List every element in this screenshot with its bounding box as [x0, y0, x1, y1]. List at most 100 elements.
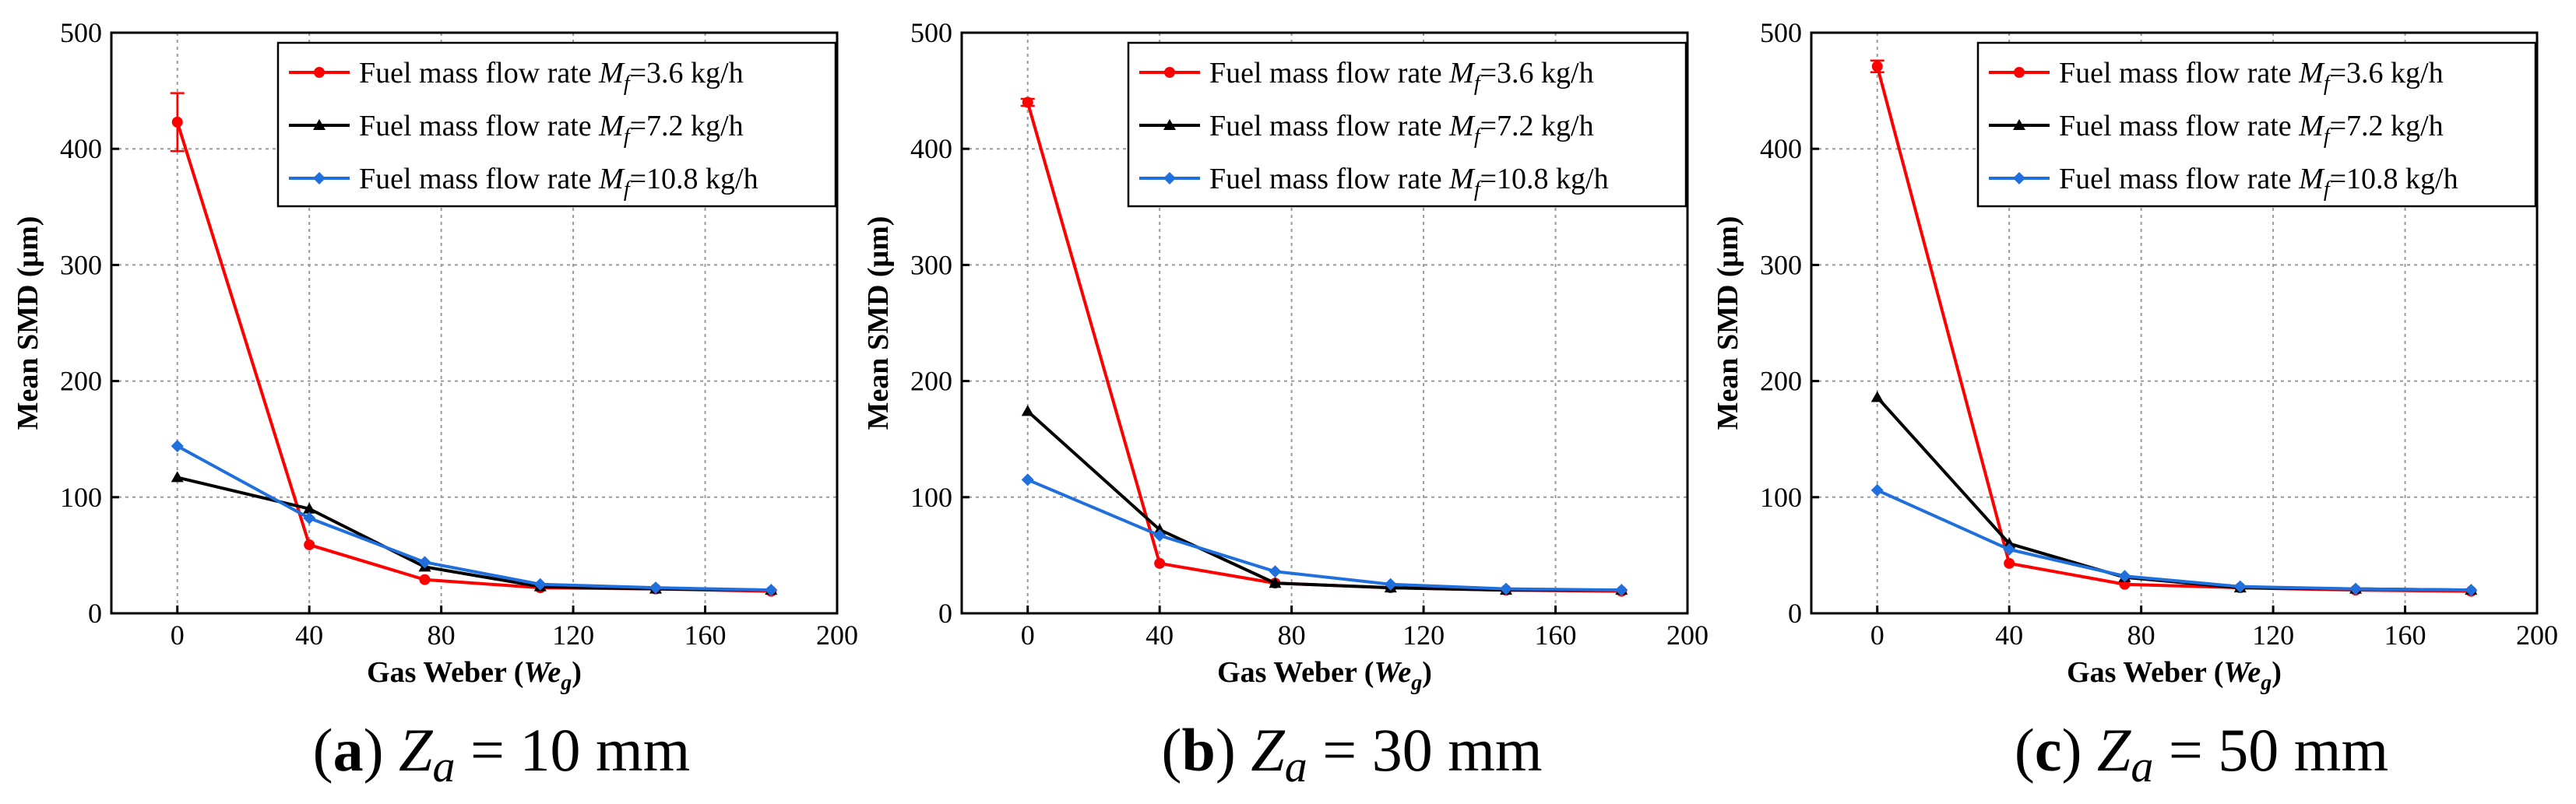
data-point: [303, 502, 316, 514]
data-point: [1870, 391, 1884, 402]
legend-box: [1976, 41, 2537, 208]
legend-label: Fuel mass flow rate Mf=10.8 kg/h: [2059, 163, 2458, 202]
legend-label: Fuel mass flow rate Mf=10.8 kg/h: [359, 163, 758, 202]
panel-caption: (a) Za = 10 mm: [313, 716, 691, 792]
data-point: [1384, 578, 1397, 591]
data-point: [2003, 537, 2016, 549]
series-line: [1026, 478, 1622, 592]
legend-marker: [313, 172, 326, 184]
x-tick-label: 200: [816, 620, 858, 651]
data-point: [419, 574, 431, 585]
y-tick-label: 400: [1760, 133, 1802, 164]
x-tick-label: 160: [2384, 620, 2426, 651]
legend: Fuel mass flow rate Mf=3.6 kg/h Fuel mass…: [1976, 41, 2537, 208]
legend-marker: [314, 67, 325, 78]
y-tick-label: 0: [1788, 598, 1802, 629]
y-tick-label: 500: [910, 17, 952, 48]
data-point: [2349, 582, 2362, 595]
y-tick-label: 0: [88, 598, 102, 629]
data-point: [1615, 584, 1628, 597]
legend-box: [276, 41, 837, 208]
data-point: [2118, 570, 2131, 583]
legend-label: Fuel mass flow rate Mf=3.6 kg/h: [359, 57, 744, 96]
x-tick-label: 40: [1995, 620, 2023, 651]
data-point: [1153, 523, 1167, 535]
data-point: [418, 556, 431, 569]
y-tick-label: 100: [60, 482, 102, 513]
series-line: [1876, 489, 2472, 592]
legend-box: [1127, 41, 1687, 208]
series-2: [1870, 391, 2478, 595]
data-point: [649, 581, 662, 595]
legend-label: Fuel mass flow rate Mf=3.6 kg/h: [2059, 57, 2444, 96]
legend-marker: [1163, 119, 1176, 130]
y-tick-label: 200: [1760, 366, 1802, 397]
chart-panel-a: 0 40 80 120 160 200 0 100 200 300 400 500 Mean SMD (…: [12, 17, 858, 792]
panel-caption: (c) Za = 50 mm: [2015, 716, 2388, 792]
x-tick-label: 120: [1402, 620, 1445, 651]
x-tick-label: 160: [1535, 620, 1577, 651]
plot-frame: [1810, 31, 2539, 615]
legend-marker: [313, 119, 326, 130]
x-axis-label: Gas Weber (Weg): [2067, 656, 2282, 695]
plot-frame: [960, 31, 1689, 615]
legend-marker: [1164, 67, 1175, 78]
data-point: [1269, 577, 1282, 588]
data-point: [1022, 97, 1033, 108]
data-point: [2465, 584, 2478, 597]
data-point: [1021, 473, 1034, 486]
x-tick-label: 80: [1278, 620, 1306, 651]
data-point: [1871, 61, 1883, 72]
data-point: [171, 471, 184, 483]
x-tick-label: 160: [684, 620, 727, 651]
data-point: [1870, 483, 1884, 497]
legend-marker: [2014, 67, 2025, 78]
x-tick-label: 0: [171, 620, 185, 651]
x-axis-label: Gas Weber (Weg): [367, 656, 582, 695]
y-tick-label: 400: [910, 133, 952, 164]
series-2: [171, 471, 778, 595]
series-line: [1876, 396, 2472, 592]
data-point: [1269, 565, 1282, 578]
x-tick-label: 0: [1870, 620, 1884, 651]
x-tick-label: 40: [295, 620, 323, 651]
y-tick-label: 300: [60, 249, 102, 280]
y-tick-label: 100: [910, 482, 952, 513]
x-tick-label: 200: [2516, 620, 2558, 651]
series-line: [1026, 409, 1622, 592]
x-tick-label: 120: [552, 620, 594, 651]
series-3: [171, 440, 778, 597]
y-axis-label: Mean SMD (μm): [12, 216, 44, 430]
series-3: [1870, 483, 2478, 597]
data-point: [2233, 580, 2247, 593]
data-point: [304, 539, 315, 550]
series-2: [1021, 405, 1628, 595]
y-tick-label: 200: [60, 366, 102, 397]
data-point: [303, 511, 316, 525]
legend-label: Fuel mass flow rate Mf=7.2 kg/h: [359, 110, 744, 149]
y-tick-label: 300: [1760, 249, 1802, 280]
legend-label: Fuel mass flow rate Mf=3.6 kg/h: [1209, 57, 1594, 96]
data-point: [1500, 582, 1512, 595]
y-axis-label: Mean SMD (μm): [862, 216, 895, 430]
data-point: [171, 116, 183, 128]
x-tick-label: 200: [1666, 620, 1709, 651]
data-point: [533, 578, 547, 591]
series-line: [176, 444, 772, 592]
y-tick-label: 500: [60, 17, 102, 48]
y-tick-label: 300: [910, 249, 952, 280]
data-point: [2003, 542, 2016, 556]
legend: Fuel mass flow rate Mf=3.6 kg/h Fuel mass…: [276, 41, 837, 208]
data-point: [765, 584, 778, 597]
data-point: [1154, 557, 1166, 569]
x-tick-label: 40: [1145, 620, 1174, 651]
x-tick-label: 120: [2252, 620, 2294, 651]
x-tick-label: 0: [1021, 620, 1035, 651]
y-tick-label: 0: [938, 598, 952, 629]
panel-caption: (b) Za = 30 mm: [1161, 716, 1542, 792]
data-point: [2004, 557, 2015, 569]
legend-marker: [1163, 172, 1176, 184]
series-3: [1021, 473, 1628, 597]
chart-panel-b: 0 40 80 120 160 200 0 100 200 300 400 500 Mean SMD (…: [862, 17, 1709, 792]
